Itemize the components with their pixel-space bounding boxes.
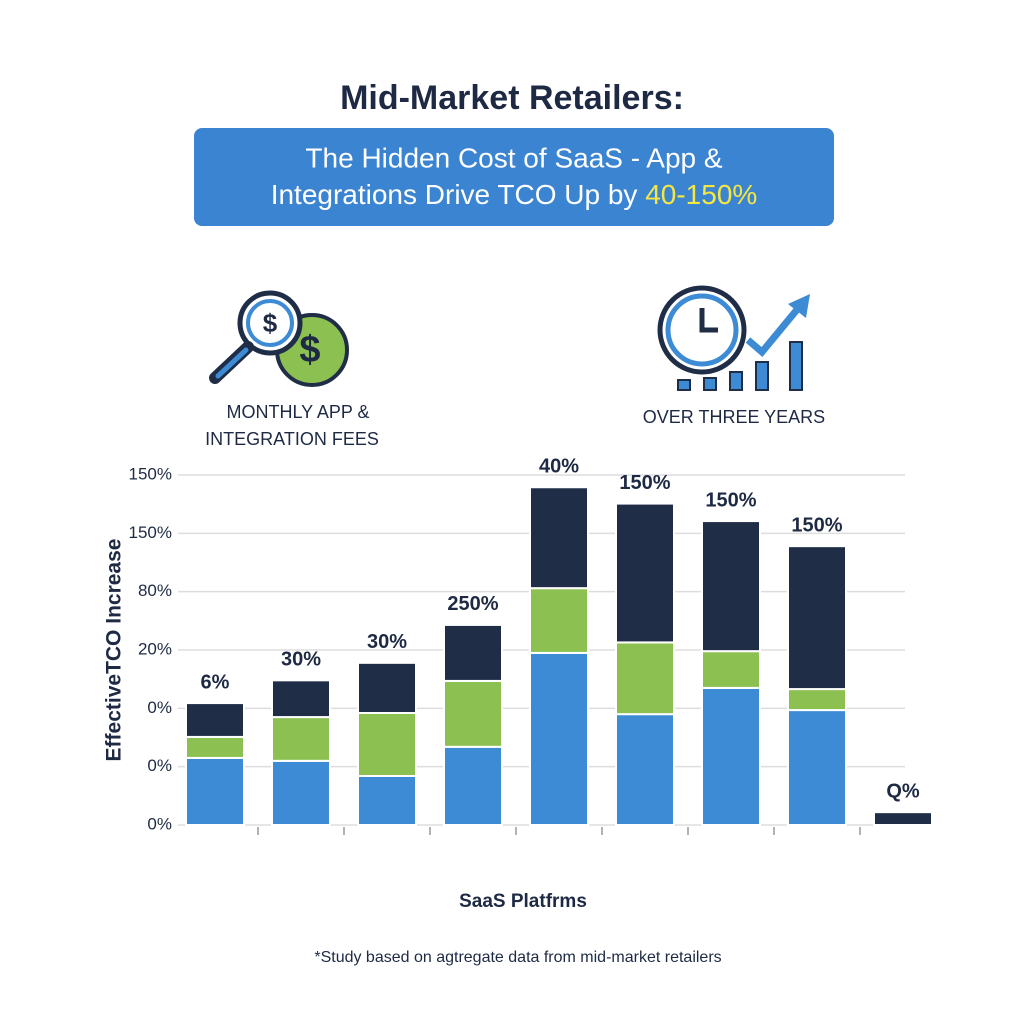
money-icon: $ $ <box>209 290 349 387</box>
bar-label: 30% <box>367 631 407 653</box>
icon-label: INTEGRATION FEES <box>205 429 379 449</box>
growth-icon <box>657 285 810 391</box>
subtitle: Integrations Drive TCO Up by 40-150% <box>271 179 758 210</box>
bar-segment <box>701 650 761 689</box>
bar-label: 6% <box>201 671 230 693</box>
bar-segment <box>443 623 503 682</box>
svg-text:$: $ <box>299 329 320 371</box>
bar-segment <box>357 712 417 777</box>
subtitle: The Hidden Cost of SaaS - App & <box>305 142 722 173</box>
bar-segment <box>357 661 417 714</box>
bar-label: 150% <box>791 514 842 536</box>
bar-label: 250% <box>447 593 498 615</box>
bar-segment <box>529 651 589 827</box>
bar-segment <box>271 759 331 826</box>
bar-segment <box>615 502 675 644</box>
bar-label: 150% <box>705 489 756 511</box>
bar-segment <box>443 745 503 826</box>
bar-segment <box>787 709 847 826</box>
bar-segment <box>357 775 417 826</box>
bar-segment <box>529 587 589 654</box>
y-tick-label: 0% <box>147 698 172 717</box>
bar-segment <box>615 641 675 716</box>
bar-segment <box>873 811 933 827</box>
subtitle-box <box>194 128 834 226</box>
y-tick-label: 80% <box>138 581 172 600</box>
bar-segment <box>271 679 331 719</box>
footnote: *Study based on agtregate data from mid-… <box>314 949 721 966</box>
bar-segment <box>787 545 847 691</box>
y-tick-label: 150% <box>129 523 172 542</box>
bar-label: 150% <box>619 472 670 494</box>
bar-segment <box>443 679 503 748</box>
y-tick-label: 0% <box>147 814 172 833</box>
bar-label: Q% <box>886 780 920 802</box>
bar-segment <box>185 702 245 738</box>
bar-segment <box>185 735 245 759</box>
svg-text:$: $ <box>263 308 278 338</box>
chart-title: Mid-Market Retailers: <box>340 79 684 117</box>
bar-segment <box>529 486 589 590</box>
bar-segment <box>185 756 245 827</box>
icon-label: OVER THREE YEARS <box>643 407 825 427</box>
subtitle-text: Integrations Drive TCO Up by <box>271 179 646 210</box>
bar-segment <box>701 520 761 653</box>
bar-segment <box>787 688 847 712</box>
y-axis-label: EffectiveTCO Increase <box>103 539 126 762</box>
bar-segment <box>615 713 675 827</box>
y-tick-label: 0% <box>147 756 172 775</box>
y-tick-label: 20% <box>138 639 172 658</box>
bar-segment <box>271 716 331 762</box>
y-tick-label: 150% <box>129 464 172 483</box>
bar-label: 40% <box>539 456 579 478</box>
subtitle-highlight: 40-150% <box>645 179 757 210</box>
bar-label: 30% <box>281 649 321 671</box>
bar-segment <box>701 686 761 827</box>
icon-label: MONTHLY APP & <box>226 402 369 422</box>
x-axis-label: SaaS Platfrms <box>459 891 587 912</box>
